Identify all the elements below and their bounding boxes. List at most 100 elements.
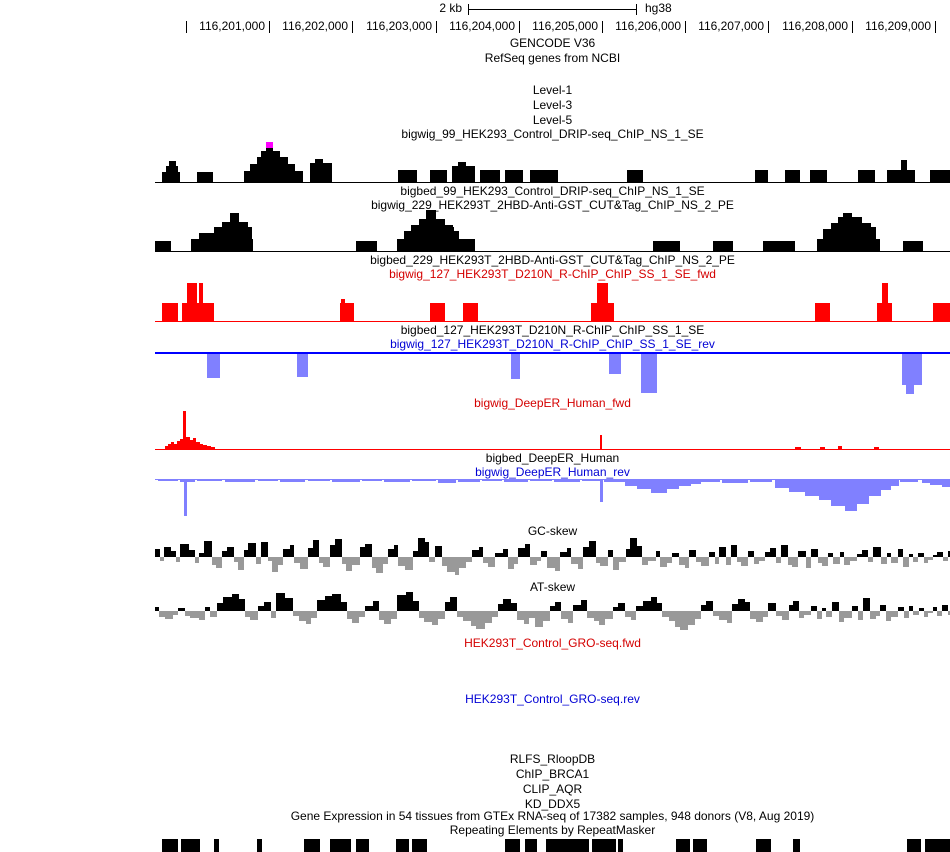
- signal-bar: [207, 446, 211, 449]
- track-label-level1[interactable]: Level-1: [532, 83, 573, 97]
- skew-bar: [776, 611, 782, 616]
- skew-bar: [643, 601, 651, 611]
- repeatmasker-track[interactable]: [0, 839, 950, 852]
- skew-bar: [839, 611, 844, 622]
- track-label-kdddx5[interactable]: KD_DDX5: [524, 797, 581, 811]
- skew-bar: [898, 607, 904, 611]
- signal-bigwig_127_fwd[interactable]: [0, 282, 950, 323]
- track-label-deeperfwd[interactable]: bigwig_DeepER_Human_fwd: [474, 396, 631, 410]
- repeat-element: [618, 839, 623, 852]
- skew-bar: [283, 549, 290, 557]
- track-label-bigwig127fwd[interactable]: bigwig_127_HEK293T_D210N_R-ChIP_ChIP_SS_…: [389, 267, 716, 281]
- track-label-gencode[interactable]: GENCODE V36: [509, 36, 596, 50]
- skew-bar: [352, 611, 359, 623]
- skew-bar: [919, 608, 924, 611]
- signal-gc_skew[interactable]: [0, 537, 950, 578]
- signal-bigwig_229[interactable]: [0, 208, 950, 254]
- skew-bar: [745, 602, 750, 611]
- track-label-grorev[interactable]: HEK293T_Control_GRO-seq.rev: [465, 692, 640, 706]
- skew-bar: [656, 551, 660, 557]
- signal-bar: [511, 354, 520, 379]
- skew-bar: [701, 557, 709, 566]
- signal-bar: [426, 210, 436, 251]
- track-label-bigbed99[interactable]: bigbed_99_HEK293_Control_DRIP-seq_ChIP_N…: [400, 184, 705, 198]
- signal-bar: [162, 303, 178, 321]
- skew-bar: [873, 547, 881, 557]
- skew-bar: [561, 611, 568, 619]
- skew-bar: [793, 601, 799, 611]
- signal-bar: [155, 241, 171, 251]
- skew-bar: [268, 557, 272, 561]
- skew-bar: [529, 611, 535, 618]
- skew-bar: [373, 601, 379, 611]
- signal-bar: [942, 480, 950, 487]
- ruler-label: 116,202,000: [282, 19, 348, 33]
- track-label-level3[interactable]: Level-3: [532, 98, 573, 112]
- signal-bigwig_127_rev[interactable]: [0, 350, 950, 396]
- track-label-gtex[interactable]: Gene Expression in 54 tissues from GTEx …: [290, 809, 815, 823]
- track-label-chipbrca1[interactable]: ChIP_BRCA1: [515, 767, 590, 781]
- signal-bar: [440, 227, 454, 251]
- track-label-clipaqr[interactable]: CLIP_AQR: [522, 782, 583, 796]
- skew-bar: [463, 611, 471, 621]
- skew-bar: [679, 557, 685, 565]
- skew-bar: [571, 557, 578, 564]
- skew-bar: [160, 557, 164, 561]
- track-label-bigbed127[interactable]: bigbed_127_HEK293T_D210N_R-ChIP_ChIP_SS_…: [400, 323, 705, 337]
- repeat-element: [257, 839, 262, 852]
- track-label-rlfs[interactable]: RLFS_RloopDB: [509, 752, 596, 766]
- skew-bar: [541, 551, 547, 557]
- ruler-label: 116,206,000: [615, 19, 681, 33]
- signal-bigwig_99[interactable]: [0, 140, 950, 185]
- skew-bar: [822, 608, 826, 611]
- signal-bar: [862, 227, 876, 251]
- signal-bar: [604, 480, 628, 482]
- skew-bar: [748, 551, 754, 557]
- track-label-bigwig229[interactable]: bigwig_229_HEK293T_2HBD-Anti-GST_CUT&Tag…: [371, 198, 734, 212]
- skew-bar: [250, 611, 258, 620]
- track-label-grofwd[interactable]: HEK293T_Control_GRO-seq.fwd: [464, 636, 641, 650]
- repeat-element: [162, 839, 178, 852]
- signal-bar: [230, 213, 239, 251]
- signal-bar: [882, 283, 888, 321]
- ruler-tick: [685, 21, 686, 33]
- skew-bar: [447, 557, 455, 572]
- signal-bar: [600, 435, 602, 449]
- signal-bar: [200, 444, 203, 449]
- track-label-bigbeddeeper[interactable]: bigbed_DeepER_Human: [485, 451, 620, 465]
- skew-bar: [626, 549, 630, 557]
- track-label-repeatmasker[interactable]: Repeating Elements by RepeatMasker: [449, 823, 656, 837]
- signal-bar: [174, 444, 177, 449]
- signal-deeper_rev[interactable]: [0, 478, 950, 522]
- skew-bar: [476, 611, 485, 629]
- skew-bar: [424, 611, 432, 622]
- track-label-refseq[interactable]: RefSeq genes from NCBI: [484, 51, 621, 65]
- skew-bar: [948, 611, 950, 615]
- signal-at_skew[interactable]: [0, 591, 950, 632]
- track-label-deeperrev[interactable]: bigwig_DeepER_Human_rev: [475, 465, 630, 479]
- track-label-bigwig99[interactable]: bigwig_99_HEK293_Control_DRIP-seq_ChIP_N…: [401, 127, 704, 141]
- track-label-gcskew[interactable]: GC-skew: [527, 524, 578, 538]
- skew-bar: [199, 611, 205, 620]
- signal-bar: [700, 480, 720, 482]
- skew-bar: [256, 557, 261, 564]
- signal-bar: [177, 441, 180, 449]
- signal-bar: [874, 447, 879, 449]
- track-label-level5[interactable]: Level-5: [532, 113, 573, 127]
- skew-bar: [313, 540, 319, 557]
- signal-bar: [180, 480, 195, 482]
- track-label-atskew[interactable]: AT-skew: [529, 580, 576, 594]
- track-label-bigbed229[interactable]: bigbed_229_HEK293T_2HBD-Anti-GST_CUT&Tag…: [370, 253, 735, 267]
- signal-bar: [463, 303, 478, 321]
- skew-bar: [418, 538, 425, 557]
- signal-bar: [384, 480, 410, 482]
- track-label-bigwig127rev[interactable]: bigwig_127_HEK293T_D210N_R-ChIP_ChIP_SS_…: [390, 337, 715, 351]
- signal-bar: [651, 480, 667, 493]
- skew-bar: [432, 611, 438, 625]
- signal-bar: [838, 446, 842, 449]
- ruler[interactable]: 116,201,000 116,202,000 116,203,000 116,204…: [0, 19, 950, 34]
- skew-bar: [261, 542, 268, 557]
- signal-deeper_fwd[interactable]: [0, 410, 950, 451]
- skew-bar: [535, 611, 543, 627]
- skew-bar: [763, 611, 768, 617]
